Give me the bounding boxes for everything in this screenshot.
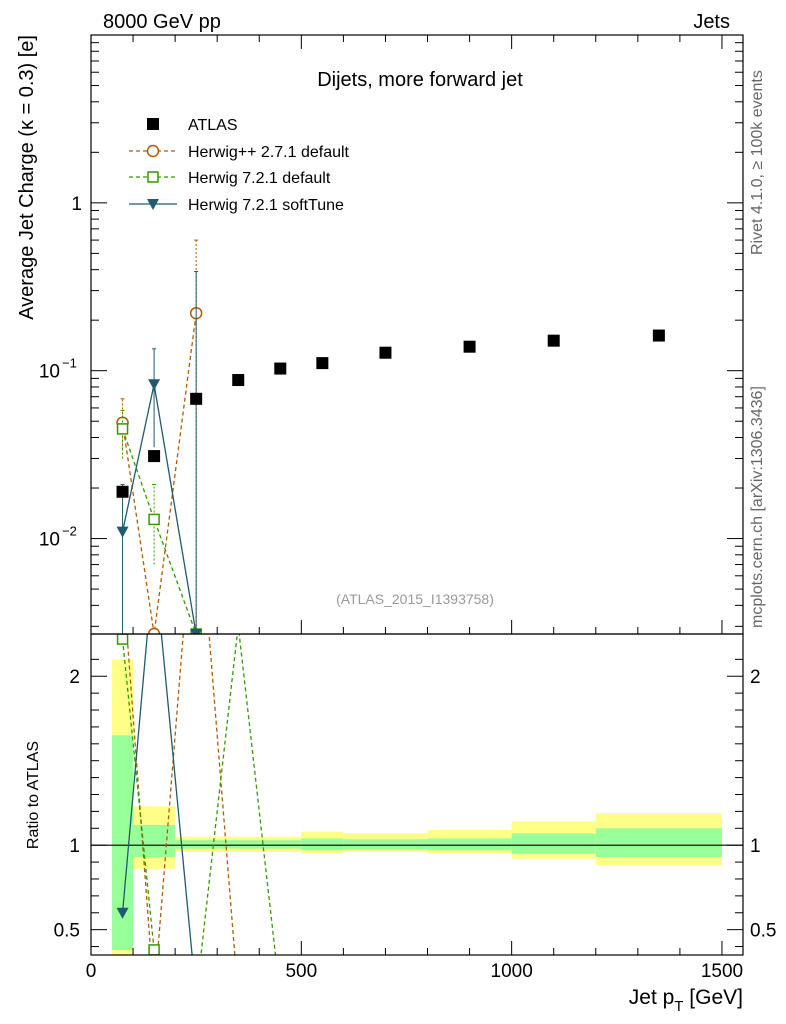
y-tick-label: 10 (39, 362, 60, 383)
legend-label: Herwig 7.2.1 default (188, 170, 331, 187)
x-tick-label: 1000 (491, 961, 533, 982)
band-inner (511, 833, 596, 854)
band-inner (175, 840, 218, 849)
legend-label: Herwig 7.2.1 softTune (188, 197, 344, 214)
header-category: Jets (693, 11, 730, 33)
data-point (547, 334, 560, 347)
data-point (148, 944, 160, 955)
ratio-series-line (126, 634, 236, 955)
ratio-y-axis-label: Ratio to ATLAS (25, 741, 42, 849)
data-point (652, 329, 665, 342)
band-inner (595, 828, 722, 858)
data-point (463, 340, 476, 353)
ratio-tick-label-right: 2 (750, 667, 761, 688)
ratio-series-line (121, 634, 193, 955)
data-point (147, 199, 159, 210)
data-point (116, 634, 129, 645)
x-tick-label: 1500 (701, 961, 743, 982)
x-tick-label: 500 (285, 961, 317, 982)
series-line (121, 384, 197, 634)
data-point (316, 357, 329, 370)
mcplots-label: mcplots.cern.ch [arXiv:1306.3436] (749, 386, 766, 628)
band-inner (301, 838, 344, 851)
y-tick-label: 1 (71, 194, 82, 215)
series-line (121, 428, 197, 634)
x-axis-label: Jet pT [GeV] (629, 986, 743, 1015)
band-inner (112, 735, 134, 950)
data-point (148, 379, 161, 391)
data-point (148, 513, 160, 526)
data-point (232, 374, 245, 387)
band-inner (343, 839, 428, 850)
ratio-tick-label-right: 0.5 (750, 921, 776, 942)
data-point (147, 118, 159, 130)
data-point (146, 144, 160, 158)
band-inner (217, 840, 260, 849)
legend: ATLAS Herwig++ 2.7.1 default Herwig 7.2.1 … (129, 117, 350, 214)
data-point (116, 485, 129, 498)
main-series (116, 239, 665, 634)
data-point (148, 450, 161, 463)
data-point (379, 346, 392, 359)
y-axis-label: Average Jet Charge (κ = 0.3) [e] (16, 35, 38, 320)
uncertainty-bands (112, 659, 722, 955)
ratio-tick-label: 1 (69, 836, 80, 857)
ratio-tick-label: 0.5 (54, 921, 80, 942)
data-point (116, 423, 129, 435)
series-line (121, 313, 197, 634)
plot-title: Dijets, more forward jet (317, 69, 523, 91)
x-tick-label: 0 (86, 961, 97, 982)
data-point (190, 392, 203, 405)
legend-label: Herwig++ 2.7.1 default (188, 144, 350, 161)
data-point (147, 627, 161, 634)
data-point (274, 362, 287, 375)
ratio-tick-label: 2 (69, 667, 80, 688)
band-inner (427, 838, 512, 851)
band-inner (133, 824, 176, 858)
y-tick-exponent: −1 (62, 356, 77, 371)
band-inner (259, 840, 302, 849)
watermark: (ATLAS_2015_I1393758) (336, 591, 494, 607)
rivet-label: Rivet 4.1.0, ≥ 100k events (749, 70, 766, 255)
data-point (116, 907, 129, 919)
y-tick-exponent: −2 (62, 524, 77, 539)
data-point (190, 629, 203, 634)
ratio-series (116, 634, 277, 955)
header-energy: 8000 GeV pp (103, 11, 221, 33)
ratio-plot-frame (90, 633, 744, 956)
y-tick-label: 10 (39, 530, 60, 551)
ratio-tick-label-right: 1 (750, 836, 761, 857)
data-point (147, 171, 159, 183)
legend-label: ATLAS (188, 117, 238, 134)
data-point (116, 526, 129, 538)
